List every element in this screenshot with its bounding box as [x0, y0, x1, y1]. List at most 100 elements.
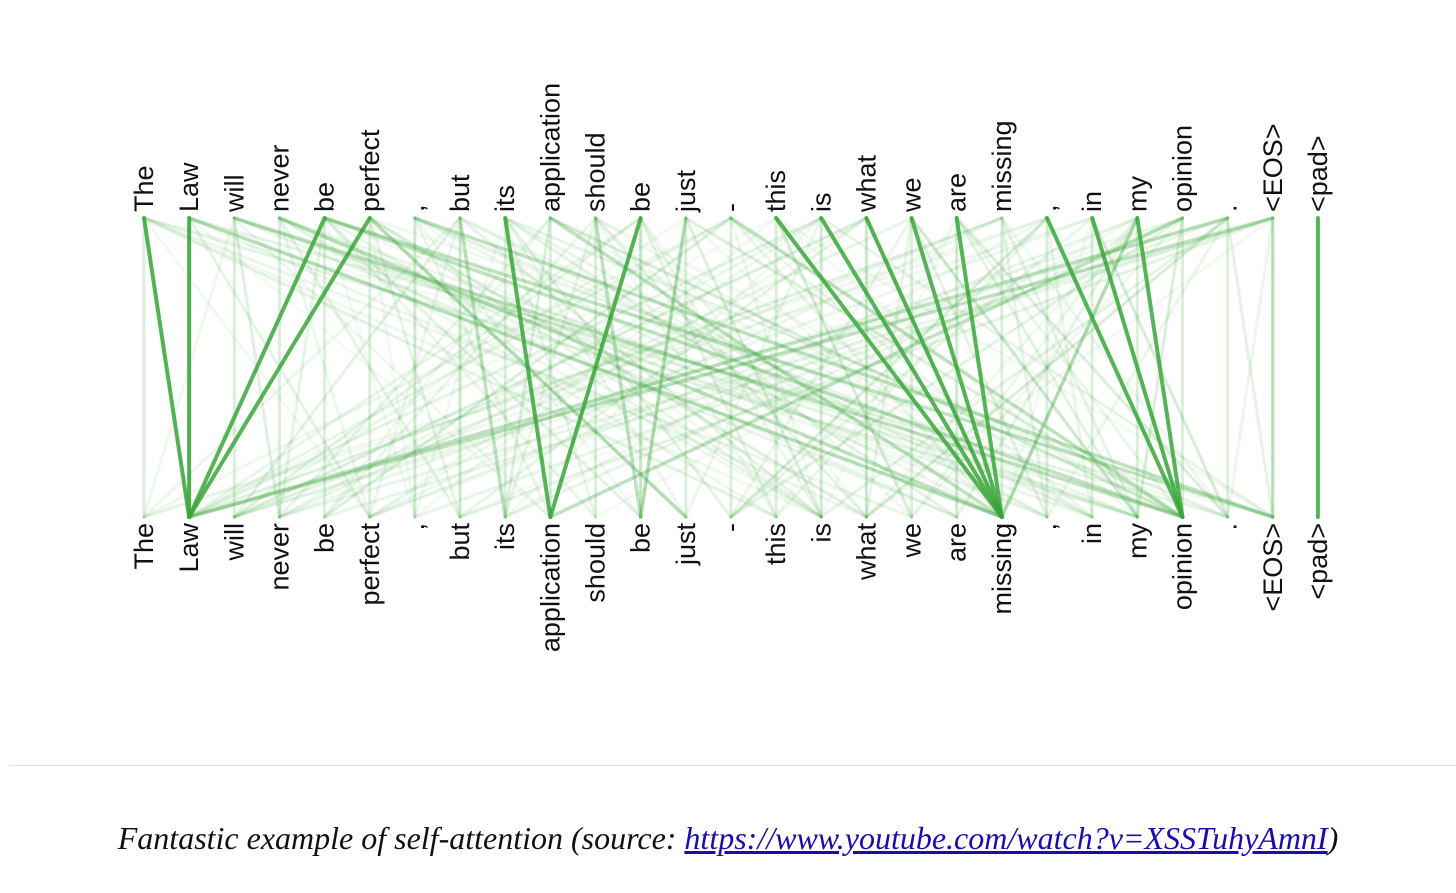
top-token-label: <EOS>: [1258, 123, 1288, 212]
attention-link-faint: [142, 216, 778, 519]
attention-link-faint: [323, 216, 1049, 519]
attention-link-faint: [277, 216, 959, 519]
source-link[interactable]: https://www.youtube.com/watch?v=XSSTuhyA…: [684, 820, 1328, 856]
bottom-token-label: <EOS>: [1258, 523, 1288, 612]
attention-link-faint: [187, 216, 643, 519]
attention-link-faint: [503, 216, 733, 519]
attention-link-faint: [187, 216, 552, 519]
top-token-label: ,: [1032, 204, 1062, 212]
attention-link-faint: [232, 216, 1230, 519]
attention-link-strong: [142, 216, 192, 519]
attention-link-faint: [684, 216, 1004, 519]
attention-link-faint: [323, 216, 643, 519]
bottom-token-label: should: [581, 523, 611, 603]
attention-link-faint: [232, 216, 1004, 519]
top-token-label: opinion: [1167, 125, 1197, 212]
attention-link-faint: [368, 216, 868, 519]
attention-link-faint: [323, 216, 643, 519]
attention-link-faint: [594, 216, 914, 519]
top-token-label: -: [716, 203, 746, 212]
caption: Fantastic example of self-attention (sou…: [0, 820, 1456, 857]
attention-link-faint: [955, 216, 1230, 519]
attention-link-faint: [142, 216, 733, 519]
attention-link-strong: [1135, 216, 1185, 519]
attention-link-medium: [187, 216, 1230, 519]
attention-link-faint: [594, 216, 1139, 519]
attention-link-faint: [639, 216, 778, 519]
attention-link-faint: [187, 216, 1230, 519]
attention-link-faint: [910, 216, 1139, 519]
attention-link-faint: [368, 216, 868, 519]
attention-link-faint: [458, 216, 868, 519]
attention-link-medium: [413, 216, 1275, 519]
bottom-token-label: what: [851, 523, 881, 582]
caption-close: ): [1327, 820, 1339, 856]
attention-link-strong: [774, 216, 1004, 519]
attention-link-faint: [1000, 216, 1094, 519]
attention-link-faint: [684, 216, 823, 519]
bottom-token-label: ,: [400, 523, 430, 531]
attention-link-faint: [277, 216, 462, 519]
attention-link-faint: [413, 216, 1139, 519]
attention-link-faint: [277, 216, 1094, 519]
top-token-label: be: [310, 182, 340, 212]
attention-link-faint: [729, 216, 1004, 519]
attention-link-faint: [955, 216, 1184, 519]
attention-link-strong: [503, 216, 553, 519]
attention-link-faint: [413, 216, 823, 519]
attention-link-faint: [1000, 216, 1049, 519]
bottom-token-label: are: [942, 523, 972, 562]
attention-link-faint: [142, 216, 823, 519]
bottom-token-label: never: [264, 523, 294, 591]
attention-link-faint: [232, 216, 688, 519]
attention-link-faint: [1226, 216, 1275, 519]
bottom-token-label: we: [897, 523, 927, 559]
attention-link-faint: [142, 216, 1275, 519]
attention-link-faint: [774, 216, 914, 519]
attention-link-faint: [774, 216, 1275, 519]
bottom-token-label: perfect: [355, 523, 385, 606]
attention-link-strong: [1045, 216, 1185, 519]
bottom-token-label: The: [129, 523, 159, 570]
attention-link-faint: [323, 216, 597, 519]
bottom-token-label: application: [535, 523, 565, 652]
attention-link-medium: [187, 216, 1275, 519]
bottom-token-label: this: [761, 523, 791, 565]
attention-link-faint: [232, 216, 462, 519]
bottom-token-label: is: [806, 523, 836, 543]
attention-link-faint: [187, 216, 733, 519]
caption-text: Fantastic example of self-attention (sou…: [117, 820, 685, 856]
attention-link-faint: [864, 216, 1275, 519]
attention-link-faint: [232, 216, 1049, 519]
bottom-token-row: The Law will never be perfect, but its applicati…: [129, 522, 1333, 652]
attention-link-faint: [232, 216, 1094, 519]
attention-link-faint: [503, 216, 597, 519]
attention-link-faint: [277, 216, 552, 519]
bottom-token-label: Law: [174, 522, 204, 572]
attention-link-faint: [819, 216, 1275, 519]
bottom-token-label: <pad>: [1303, 523, 1333, 600]
attention-link-medium: [593, 216, 643, 519]
attention-link-strong: [187, 216, 327, 519]
attention-link-faint: [277, 216, 823, 519]
attention-link-faint: [368, 216, 417, 519]
attention-link-medium: [322, 216, 1275, 519]
attention-link-medium: [232, 216, 1185, 519]
attention-link-faint: [864, 216, 1139, 519]
attention-link-faint: [368, 216, 1004, 519]
bottom-token-label: will: [219, 523, 249, 562]
attention-link-medium: [277, 216, 1004, 519]
attention-link-faint: [1226, 216, 1275, 519]
top-token-label: perfect: [355, 129, 385, 212]
attention-link-faint: [910, 216, 1139, 519]
attention-link-faint: [368, 216, 868, 519]
top-token-label: is: [806, 193, 836, 213]
top-token-label: this: [761, 170, 791, 212]
attention-link-strong: [864, 216, 1004, 519]
top-token-label: in: [1077, 191, 1107, 212]
attention-links: [142, 216, 1320, 519]
top-token-label: should: [581, 132, 611, 212]
attention-link-faint: [323, 216, 1275, 519]
attention-link-faint: [503, 216, 959, 519]
attention-link-medium: [322, 216, 1185, 519]
